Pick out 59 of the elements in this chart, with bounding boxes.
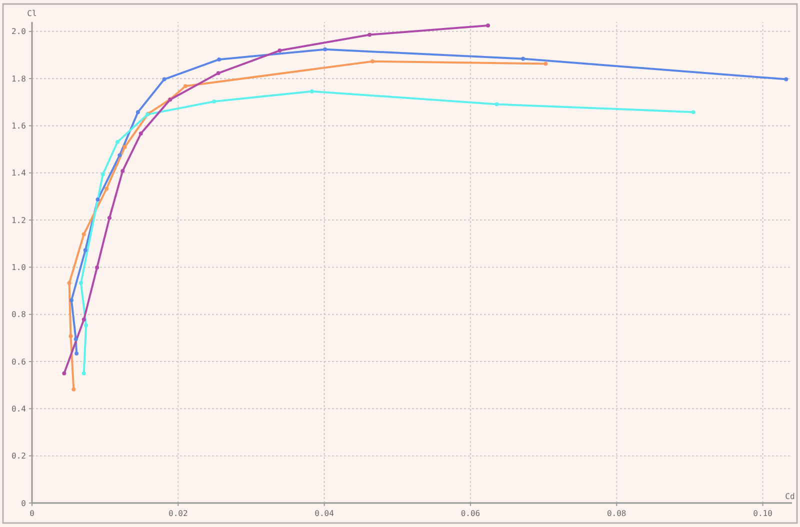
point — [84, 323, 88, 328]
point — [69, 298, 74, 302]
point — [183, 84, 188, 88]
point — [544, 62, 548, 66]
y-tick-label: 0.2 — [12, 452, 26, 461]
point — [82, 318, 86, 322]
point — [494, 102, 499, 106]
point — [122, 144, 127, 149]
x-tick-label: 0 — [30, 509, 35, 518]
y-tick-label: 1.8 — [12, 74, 26, 84]
y-tick-label: 0.4 — [12, 404, 26, 414]
y-tick-label: 0.8 — [12, 310, 26, 320]
y-tick-label: 1.2 — [12, 216, 26, 225]
point — [62, 371, 66, 376]
point — [74, 352, 79, 356]
point — [68, 334, 73, 338]
y-tick-label: 1.6 — [12, 122, 26, 131]
x-tick-label: 0.08 — [606, 509, 626, 518]
point — [521, 56, 526, 61]
y-tick-label: 1.4 — [12, 168, 26, 178]
point — [784, 77, 788, 82]
y-tick-label: 1.0 — [12, 263, 26, 272]
y-tick-label: 0 — [21, 498, 26, 508]
point — [83, 248, 88, 252]
point — [78, 281, 83, 286]
y-axis-title: Cl — [27, 9, 37, 18]
point — [82, 371, 86, 376]
point — [216, 71, 220, 76]
point — [107, 216, 112, 220]
point — [486, 24, 490, 28]
point — [310, 89, 314, 94]
point — [136, 110, 140, 114]
x-tick-label: 0.10 — [753, 509, 773, 518]
point — [120, 169, 125, 174]
x-axis-title: Cd — [785, 492, 795, 501]
point — [278, 48, 282, 53]
x-tick-label: 0.02 — [168, 509, 188, 518]
x-tick-label: 0.06 — [460, 509, 480, 518]
y-tick-label: 0.6 — [12, 357, 26, 366]
point — [162, 77, 166, 82]
point — [67, 281, 72, 286]
point — [104, 186, 109, 191]
point — [368, 32, 372, 37]
point — [82, 232, 86, 236]
point — [118, 153, 122, 158]
point — [138, 132, 143, 136]
point — [217, 57, 222, 62]
point — [691, 110, 696, 114]
point — [116, 140, 120, 144]
point — [370, 59, 375, 64]
point — [74, 337, 78, 342]
point — [95, 265, 100, 270]
point — [72, 387, 76, 392]
y-tick-label: 2.0 — [12, 27, 26, 36]
point — [212, 99, 216, 104]
point — [323, 47, 328, 52]
point — [96, 198, 100, 202]
point — [100, 172, 105, 176]
x-tick-label: 0.04 — [314, 509, 334, 518]
